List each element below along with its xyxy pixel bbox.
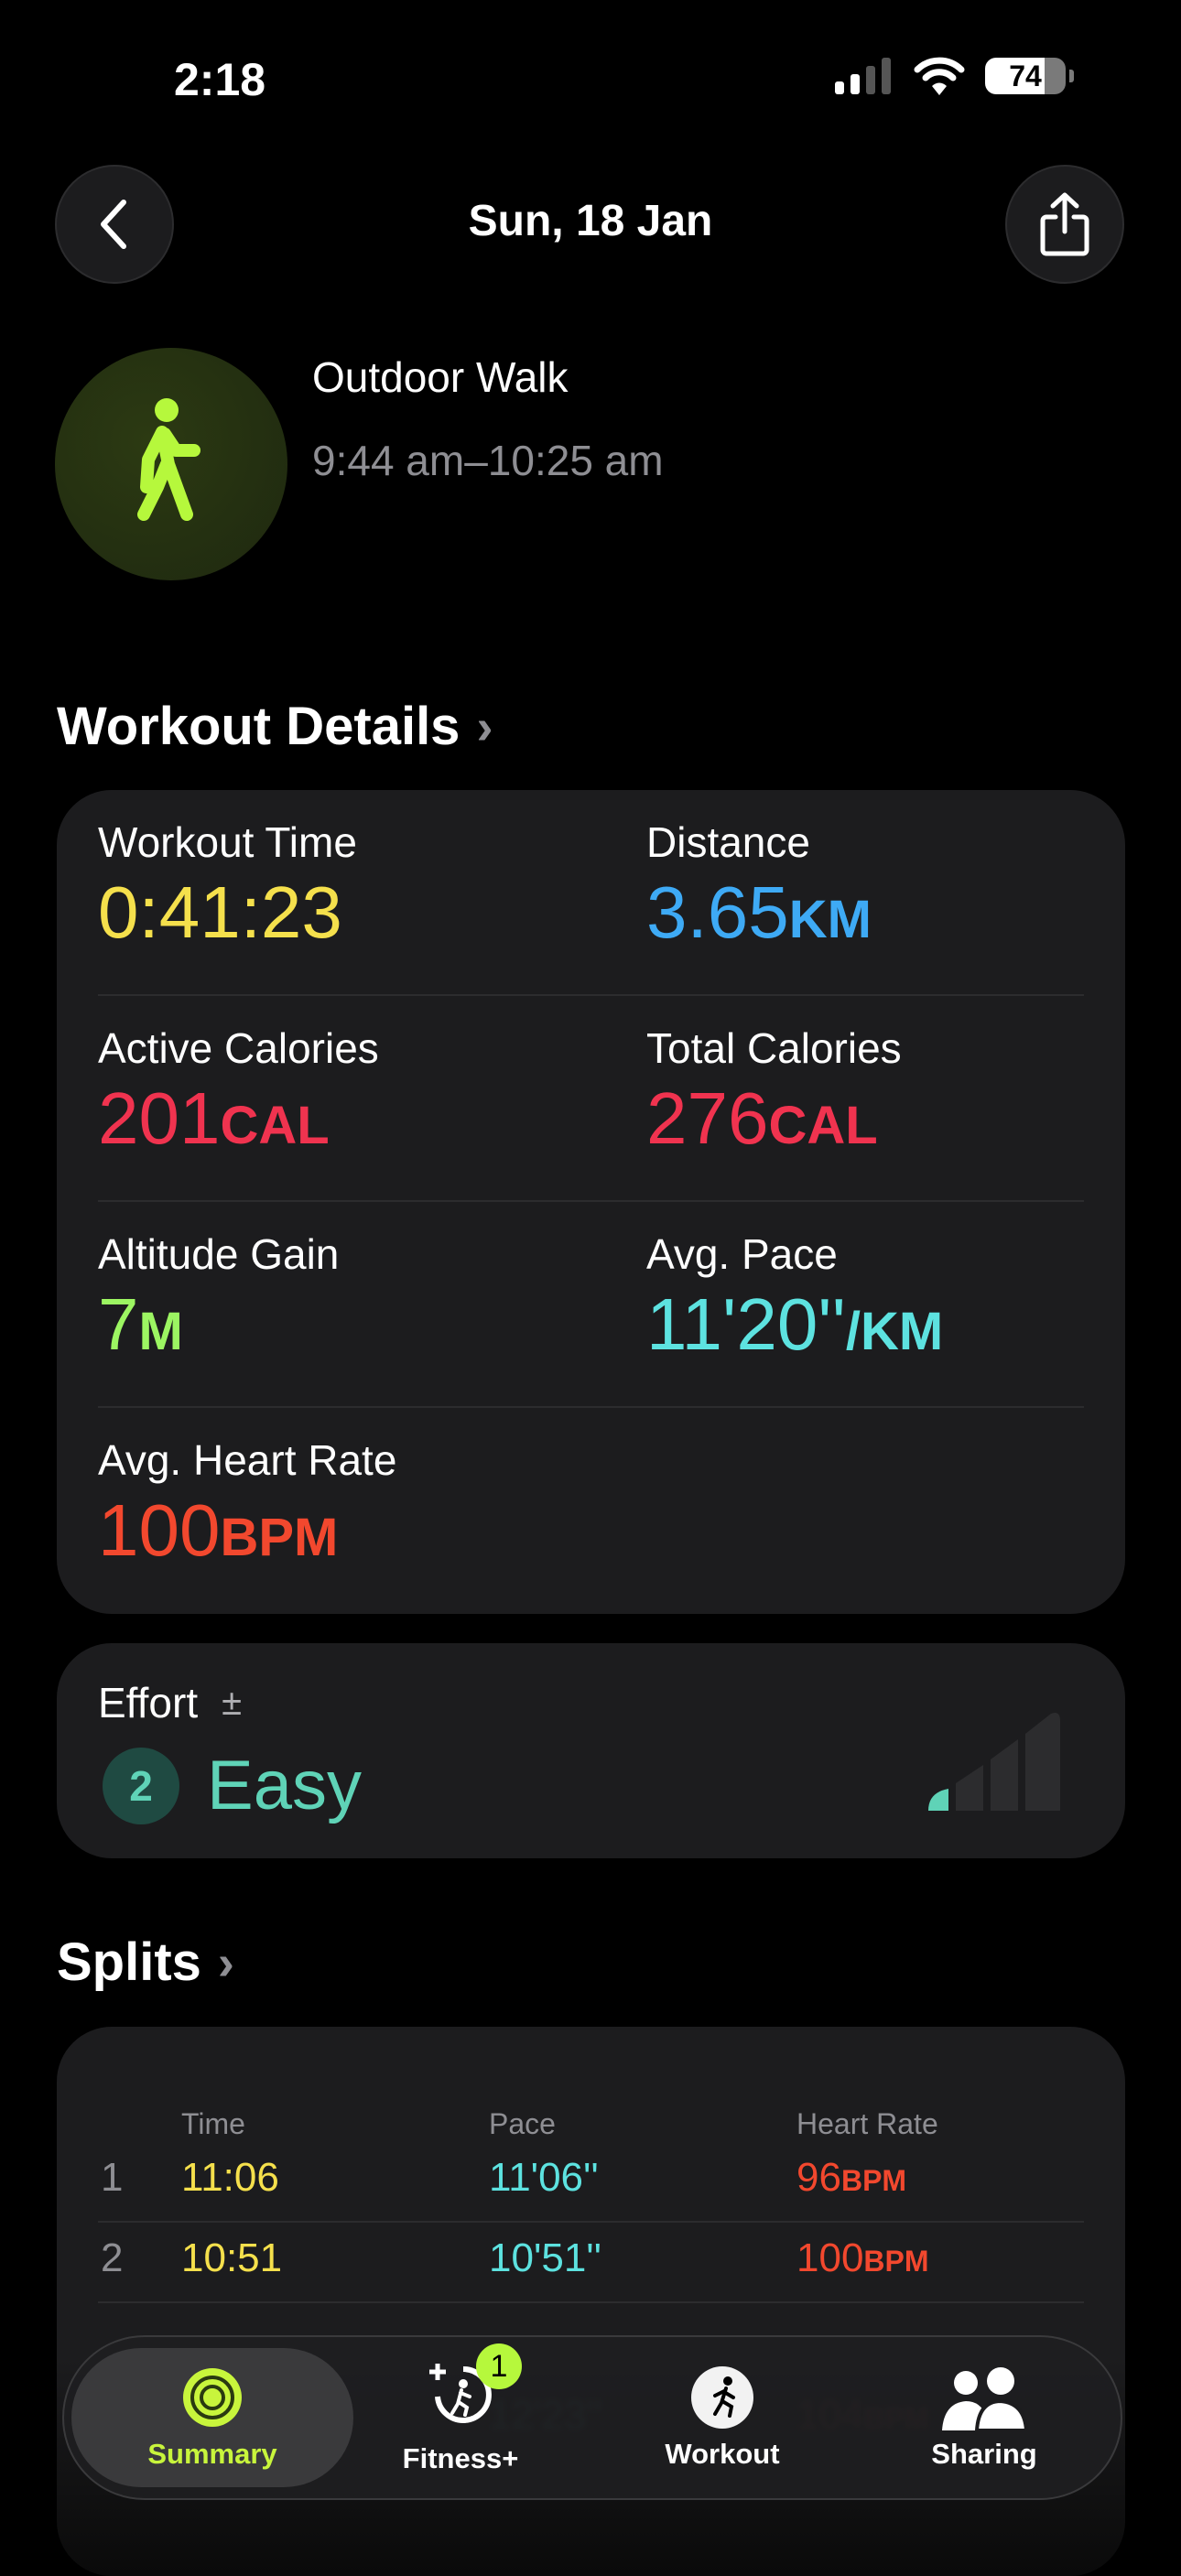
divider — [98, 1406, 1084, 1408]
metric-value: 3.65 — [646, 871, 789, 953]
split-number: 1 — [101, 2155, 124, 2200]
metric-unit: KM — [788, 890, 872, 949]
metric-active-calories: Active Calories 201CAL — [98, 1023, 379, 1161]
metric-label: Altitude Gain — [98, 1230, 340, 1278]
metric-avg-heart-rate: Avg. Heart Rate 100BPM — [98, 1435, 396, 1573]
cellular-signal-icon — [835, 58, 891, 94]
metric-unit: CAL — [220, 1096, 330, 1155]
split-hr-unit: BPM — [863, 2245, 929, 2278]
split-heart-rate: 96BPM — [796, 2155, 906, 2201]
metric-unit: BPM — [220, 1508, 339, 1567]
divider — [98, 1200, 1084, 1202]
workout-icon-badge — [55, 348, 287, 580]
battery-level: 74 — [1009, 60, 1042, 92]
tab-bar: Summary 1 Fitness+ Workout Sharing — [62, 2335, 1122, 2500]
effort-level: 2 — [129, 1761, 153, 1810]
workout-details-title: Workout Details — [57, 697, 460, 756]
metric-label: Active Calories — [98, 1024, 379, 1072]
workout-details-card: Workout Time 0:41:23 Distance 3.65KM Activ… — [57, 790, 1125, 1614]
workout-runner-icon — [691, 2366, 753, 2429]
workout-details-header[interactable]: Workout Details › — [57, 696, 493, 757]
share-button[interactable] — [1005, 165, 1124, 284]
split-heart-rate: 100BPM — [796, 2235, 929, 2281]
effort-label: Effort — [98, 1679, 199, 1726]
metric-value: 7 — [98, 1283, 139, 1365]
back-button[interactable] — [55, 165, 174, 284]
metric-label: Avg. Heart Rate — [98, 1436, 397, 1484]
tab-fitness-plus[interactable]: 1 Fitness+ — [330, 2337, 591, 2498]
metric-value: 201 — [98, 1077, 221, 1159]
metric-value-row: 3.65KM — [646, 871, 872, 955]
chevron-right-icon: › — [217, 1934, 234, 1990]
splits-col-pace: Pace — [489, 2107, 556, 2140]
metric-unit: CAL — [768, 1096, 878, 1155]
metric-value-row: 11'20''/KM — [646, 1283, 943, 1367]
page-title: Sun, 18 Jan — [468, 197, 713, 245]
split-hr-unit: BPM — [840, 2164, 907, 2197]
sharing-people-icon — [942, 2367, 1028, 2430]
metric-workout-time: Workout Time 0:41:23 — [98, 817, 357, 955]
metric-value: 100 — [98, 1489, 221, 1571]
battery-icon: 74 — [985, 58, 1074, 94]
split-time: 10:51 — [181, 2235, 283, 2280]
metric-label: Avg. Pace — [646, 1230, 838, 1278]
tab-label: Workout — [665, 2438, 780, 2470]
metric-value-row: 7M — [98, 1283, 339, 1367]
workout-type: Outdoor Walk — [312, 353, 569, 401]
divider — [98, 2301, 1084, 2303]
divider — [98, 994, 1084, 996]
wifi-icon — [914, 57, 965, 95]
metric-value-row: 276CAL — [646, 1077, 902, 1161]
split-hr-value: 100 — [796, 2235, 864, 2280]
effort-card[interactable]: Effort ± 2 Easy — [57, 1643, 1125, 1858]
tab-workout[interactable]: Workout — [591, 2337, 853, 2498]
metric-label: Total Calories — [646, 1024, 902, 1072]
split-pace: 10'51'' — [489, 2235, 602, 2280]
status-time: 2:18 — [174, 54, 266, 105]
metric-total-calories: Total Calories 276CAL — [646, 1023, 902, 1161]
metric-value: 276 — [646, 1077, 769, 1159]
metric-unit: M — [138, 1302, 183, 1361]
effort-adjust-icon[interactable]: ± — [222, 1682, 243, 1723]
metric-label: Workout Time — [98, 818, 357, 866]
effort-bars-icon — [928, 1713, 1060, 1811]
metric-value-row: 0:41:23 — [98, 871, 357, 955]
metric-value-row: 201CAL — [98, 1077, 379, 1161]
metric-altitude-gain: Altitude Gain 7M — [98, 1229, 339, 1367]
splits-col-heart-rate: Heart Rate — [796, 2107, 938, 2140]
tab-summary[interactable]: Summary — [71, 2348, 353, 2487]
metric-label: Distance — [646, 818, 810, 866]
metric-value-row: 100BPM — [98, 1488, 396, 1573]
splits-col-time: Time — [181, 2107, 245, 2140]
split-time: 11:06 — [181, 2155, 279, 2200]
split-number: 2 — [101, 2235, 124, 2280]
metric-distance: Distance 3.65KM — [646, 817, 872, 955]
activity-rings-icon — [183, 2368, 242, 2427]
tab-label: Fitness+ — [402, 2442, 519, 2474]
chevron-left-icon — [101, 200, 126, 249]
metric-avg-pace: Avg. Pace 11'20''/KM — [646, 1229, 943, 1367]
metric-unit: /KM — [845, 1302, 944, 1361]
metric-value: 11'20'' — [646, 1283, 846, 1365]
notification-badge: 1 — [476, 2343, 522, 2389]
tab-sharing[interactable]: Sharing — [853, 2337, 1115, 2498]
chevron-right-icon: › — [476, 698, 493, 754]
effort-description: Easy — [207, 1747, 362, 1824]
tab-label: Summary — [147, 2438, 277, 2470]
metric-value: 0:41:23 — [98, 871, 342, 953]
status-icons: 74 — [833, 57, 1074, 95]
tab-label: Sharing — [931, 2438, 1037, 2470]
effort-level-badge: 2 — [103, 1747, 179, 1824]
divider — [98, 2221, 1084, 2223]
figure-walk-icon — [137, 398, 200, 521]
splits-title: Splits — [57, 1932, 201, 1992]
share-icon — [1040, 192, 1089, 256]
workout-time-range: 9:44 am–10:25 am — [312, 437, 664, 484]
split-pace: 11'06'' — [489, 2155, 599, 2200]
split-hr-value: 96 — [796, 2155, 841, 2200]
splits-header[interactable]: Splits › — [57, 1932, 234, 1993]
